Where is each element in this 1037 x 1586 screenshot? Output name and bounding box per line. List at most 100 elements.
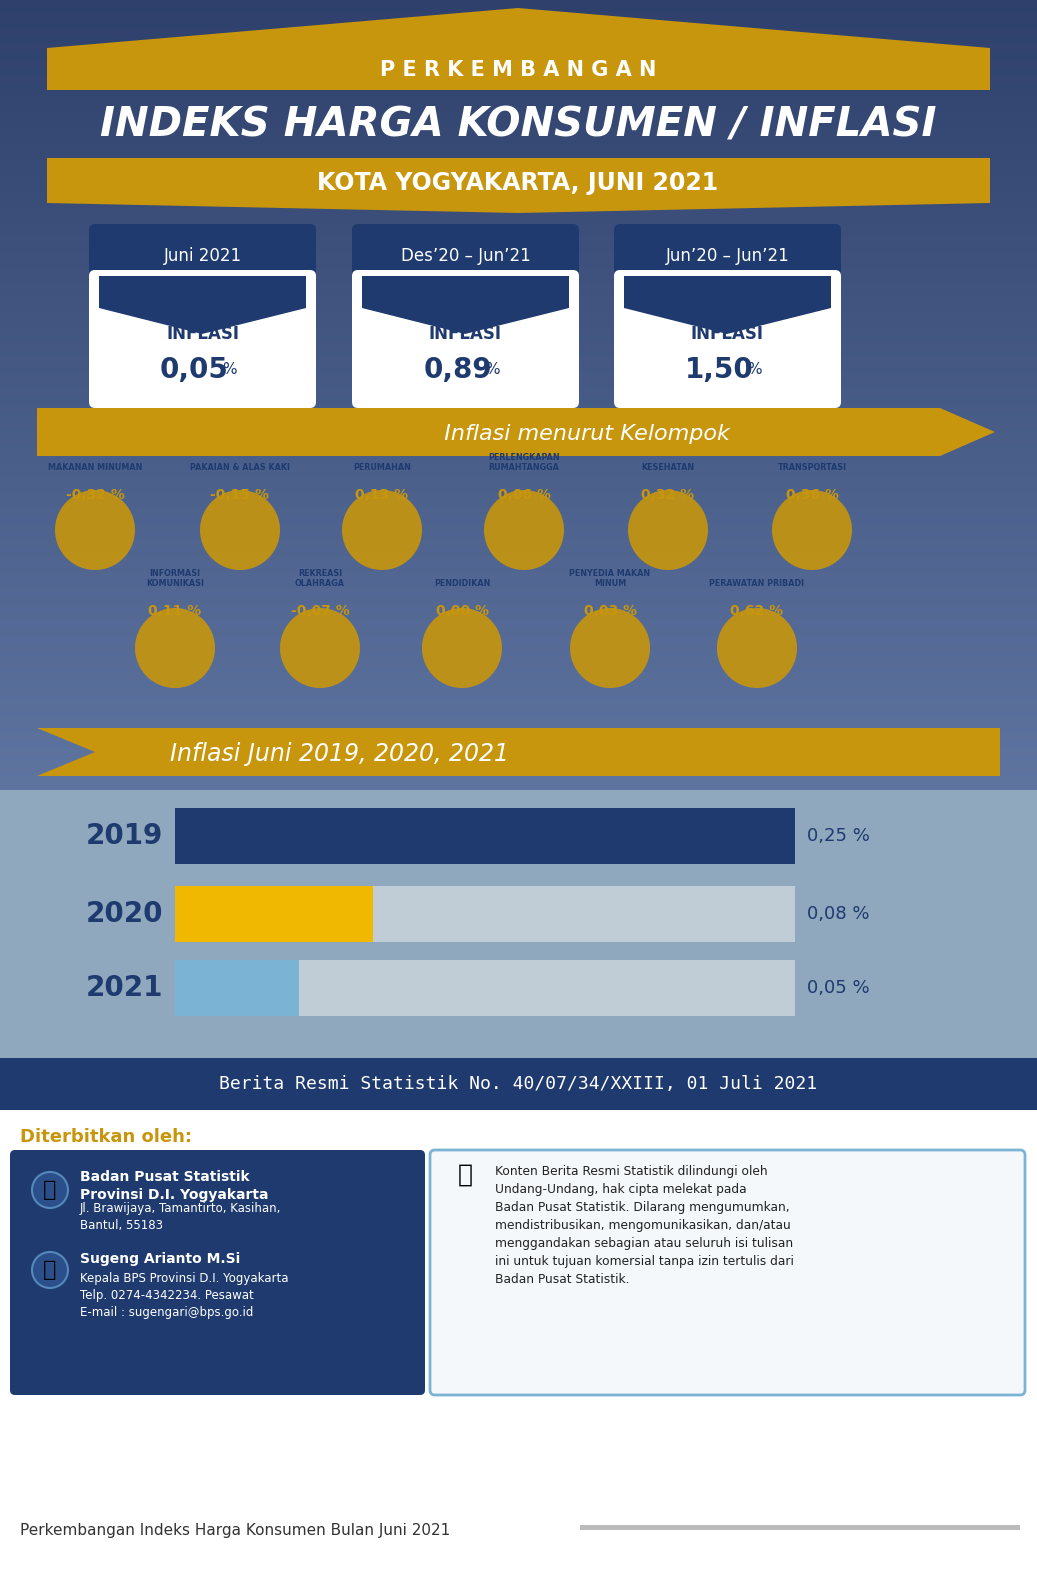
Polygon shape [0, 147, 1037, 152]
Polygon shape [0, 36, 1037, 41]
Polygon shape [0, 105, 1037, 109]
Polygon shape [0, 252, 1037, 257]
Polygon shape [0, 691, 1037, 696]
Polygon shape [0, 772, 1037, 777]
Polygon shape [0, 132, 1037, 136]
Text: Badan Pusat Statistik
Provinsi D.I. Yogyakarta: Badan Pusat Statistik Provinsi D.I. Yogy… [80, 1170, 269, 1202]
Polygon shape [0, 116, 1037, 121]
Polygon shape [0, 344, 1037, 349]
Polygon shape [0, 48, 1037, 52]
Polygon shape [0, 484, 1037, 488]
Text: 0,36 %: 0,36 % [785, 488, 839, 503]
Text: KESEHATAN: KESEHATAN [642, 463, 695, 473]
Polygon shape [0, 628, 1037, 633]
Polygon shape [0, 688, 1037, 693]
Polygon shape [0, 352, 1037, 357]
Text: PAKAIAN & ALAS KAKI: PAKAIAN & ALAS KAKI [190, 463, 290, 473]
Text: PERLENGKAPAN
RUMAHTANGGA: PERLENGKAPAN RUMAHTANGGA [488, 452, 560, 473]
Polygon shape [0, 244, 1037, 249]
Text: 0,05 %: 0,05 % [807, 979, 870, 998]
Text: PENYEDIA MAKAN
MINUM: PENYEDIA MAKAN MINUM [569, 569, 650, 588]
Polygon shape [0, 192, 1037, 197]
Polygon shape [0, 220, 1037, 225]
Polygon shape [0, 520, 1037, 525]
Polygon shape [0, 84, 1037, 89]
Polygon shape [0, 128, 1037, 133]
Text: INFLASI: INFLASI [429, 325, 502, 343]
Polygon shape [0, 436, 1037, 441]
Text: 👤: 👤 [44, 1180, 57, 1201]
Text: 2021: 2021 [86, 974, 163, 1002]
Polygon shape [0, 163, 1037, 170]
Polygon shape [0, 113, 1037, 117]
Polygon shape [0, 13, 1037, 17]
Polygon shape [0, 791, 1037, 798]
Polygon shape [0, 552, 1037, 557]
Polygon shape [0, 588, 1037, 593]
Polygon shape [0, 197, 1037, 201]
Text: Inflasi Juni 2019, 2020, 2021: Inflasi Juni 2019, 2020, 2021 [170, 742, 509, 766]
Polygon shape [0, 715, 1037, 722]
Polygon shape [0, 292, 1037, 297]
Polygon shape [0, 276, 1037, 281]
Polygon shape [0, 741, 1037, 745]
Polygon shape [0, 796, 1037, 801]
Polygon shape [0, 124, 1037, 128]
Polygon shape [0, 339, 1037, 346]
Polygon shape [0, 63, 1037, 70]
Text: -0,32 %: -0,32 % [65, 488, 124, 503]
Polygon shape [0, 447, 1037, 454]
Polygon shape [0, 452, 1037, 457]
Text: PERAWATAN PRIBADI: PERAWATAN PRIBADI [709, 579, 805, 588]
FancyBboxPatch shape [175, 807, 795, 864]
Polygon shape [0, 389, 1037, 393]
Polygon shape [0, 189, 1037, 193]
Polygon shape [0, 790, 1037, 1101]
Polygon shape [0, 733, 1037, 737]
Polygon shape [0, 247, 1037, 254]
Polygon shape [0, 284, 1037, 289]
Polygon shape [47, 159, 990, 213]
Polygon shape [0, 757, 1037, 761]
FancyBboxPatch shape [89, 224, 316, 289]
Polygon shape [0, 224, 1037, 228]
Text: Perkembangan Indeks Harga Konsumen Bulan Juni 2021: Perkembangan Indeks Harga Konsumen Bulan… [20, 1523, 450, 1537]
Polygon shape [0, 100, 1037, 105]
Text: PERUMAHAN: PERUMAHAN [353, 463, 411, 473]
Polygon shape [0, 549, 1037, 554]
Polygon shape [0, 40, 1037, 44]
Text: -0,15 %: -0,15 % [211, 488, 270, 503]
Text: Diterbitkan oleh:: Diterbitkan oleh: [20, 1128, 192, 1147]
Polygon shape [0, 473, 1037, 477]
Polygon shape [0, 136, 1037, 141]
Polygon shape [0, 24, 1037, 29]
Polygon shape [0, 423, 1037, 428]
Circle shape [135, 607, 215, 688]
Polygon shape [0, 400, 1037, 404]
Polygon shape [0, 504, 1037, 509]
Polygon shape [0, 600, 1037, 604]
Polygon shape [0, 604, 1037, 609]
Polygon shape [0, 776, 1037, 780]
FancyBboxPatch shape [10, 1150, 425, 1396]
Polygon shape [0, 576, 1037, 580]
Polygon shape [0, 660, 1037, 665]
Polygon shape [0, 239, 1037, 244]
Polygon shape [0, 328, 1037, 333]
Polygon shape [0, 56, 1037, 60]
Text: 2019: 2019 [86, 822, 163, 850]
Text: MAKANAN MINUMAN: MAKANAN MINUMAN [48, 463, 142, 473]
Polygon shape [0, 92, 1037, 97]
Polygon shape [0, 557, 1037, 561]
Text: 0,11 %: 0,11 % [148, 604, 201, 619]
Polygon shape [0, 672, 1037, 677]
Polygon shape [0, 97, 1037, 102]
Circle shape [280, 607, 360, 688]
Text: Jl. Brawijaya, Tamantirto, Kasihan,
Bantul, 55183: Jl. Brawijaya, Tamantirto, Kasihan, Bant… [80, 1202, 281, 1232]
Text: Jun’20 – Jun’21: Jun’20 – Jun’21 [666, 247, 789, 265]
Polygon shape [0, 236, 1037, 241]
Polygon shape [37, 408, 994, 457]
FancyBboxPatch shape [175, 807, 795, 864]
Polygon shape [0, 780, 1037, 785]
Polygon shape [0, 649, 1037, 653]
